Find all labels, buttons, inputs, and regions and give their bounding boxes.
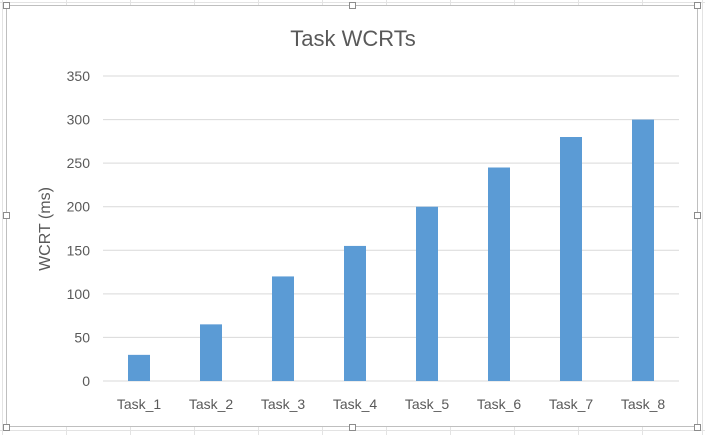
bars <box>128 119 654 382</box>
y-tick-label: 250 <box>67 155 91 171</box>
y-tick-label: 300 <box>67 112 91 128</box>
y-tick-label: 150 <box>67 242 91 258</box>
resize-handle-right[interactable] <box>694 212 701 219</box>
x-axis-ticks: Task_1 Task_2 Task_3 Task_4 Task_5 Task_6 Task… <box>117 396 666 412</box>
resize-handle-left[interactable] <box>3 212 10 219</box>
bar-task-5[interactable] <box>416 206 438 381</box>
sheet-gridline <box>702 0 703 435</box>
y-tick-label: 50 <box>74 329 90 345</box>
bar-task-3[interactable] <box>272 276 294 381</box>
y-tick-label: 0 <box>82 373 90 389</box>
bar-task-7[interactable] <box>560 137 582 381</box>
y-tick-label: 100 <box>67 286 91 302</box>
x-tick-label: Task_3 <box>261 396 306 412</box>
x-tick-label: Task_1 <box>117 396 162 412</box>
resize-handle-bottom[interactable] <box>349 424 356 431</box>
resize-handle-top-right[interactable] <box>694 2 701 9</box>
bar-task-2[interactable] <box>200 324 222 381</box>
x-tick-label: Task_4 <box>333 396 378 412</box>
resize-handle-bottom-left[interactable] <box>3 424 10 431</box>
bar-task-8[interactable] <box>632 119 654 382</box>
x-tick-label: Task_2 <box>189 396 234 412</box>
sheet-gridline <box>2 0 3 435</box>
y-axis-title: WCRT (ms) <box>37 187 54 271</box>
y-tick-label: 200 <box>67 199 91 215</box>
chart-title: Task WCRTs <box>290 26 416 51</box>
gridlines <box>103 75 679 382</box>
bar-task-6[interactable] <box>488 167 510 382</box>
resize-handle-top[interactable] <box>349 2 356 9</box>
bar-task-1[interactable] <box>128 354 150 381</box>
x-tick-label: Task_8 <box>621 396 666 412</box>
x-tick-label: Task_5 <box>405 396 450 412</box>
y-axis-ticks: 0 50 100 150 200 250 300 350 <box>67 68 91 389</box>
resize-handle-top-left[interactable] <box>3 2 10 9</box>
x-tick-label: Task_6 <box>477 396 522 412</box>
resize-handle-bottom-right[interactable] <box>694 424 701 431</box>
y-tick-label: 350 <box>67 68 91 84</box>
bar-task-4[interactable] <box>344 245 366 381</box>
x-tick-label: Task_7 <box>549 396 594 412</box>
chart-area[interactable]: Task WCRTs 0 50 100 150 200 250 300 350 Task_1 T… <box>6 5 698 427</box>
